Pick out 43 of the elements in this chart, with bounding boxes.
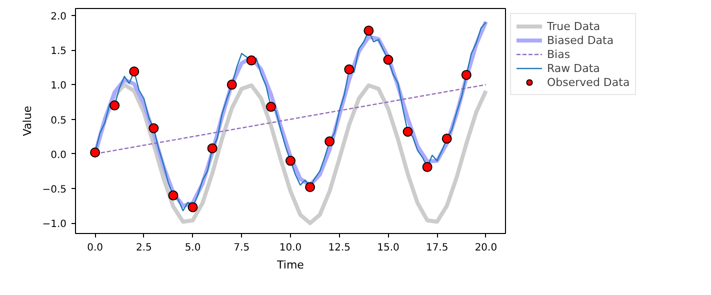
y-tick-label: −1.0 — [42, 219, 67, 230]
x-tick-label: 10.0 — [279, 242, 302, 254]
point — [305, 182, 316, 192]
x-tick-label: 17.5 — [426, 242, 448, 254]
x-tick-label: 2.5 — [136, 242, 152, 254]
legend-label: Biased Data — [547, 33, 614, 47]
legend-label: Observed Data — [547, 75, 630, 89]
y-tick-label: 1.0 — [50, 80, 67, 92]
x-tick-label: 12.5 — [328, 242, 350, 254]
point — [110, 100, 120, 110]
point — [461, 70, 472, 80]
x-tick-label: 15.0 — [377, 242, 400, 254]
point — [344, 64, 354, 74]
point — [207, 143, 218, 154]
x-axis-title: Time — [276, 258, 304, 272]
point — [129, 66, 140, 76]
y-axis-title: Value — [21, 106, 34, 136]
point — [168, 190, 178, 200]
point — [188, 202, 198, 212]
point — [402, 126, 413, 137]
point — [90, 148, 100, 158]
y-tick-label: 0.0 — [50, 150, 67, 161]
y-tick-label: −0.5 — [42, 184, 67, 196]
point — [442, 134, 452, 144]
point — [364, 26, 374, 36]
x-tick-label: 20.0 — [474, 242, 498, 254]
y-tick-label: 1.5 — [50, 46, 67, 58]
point — [383, 54, 394, 65]
point — [286, 156, 296, 166]
point — [148, 123, 159, 134]
y-tick-label: 2.0 — [50, 11, 67, 22]
point — [266, 102, 276, 112]
x-tick-label: 5.0 — [184, 242, 201, 254]
legend-label: Raw Data — [547, 61, 600, 75]
x-tick-label: 7.5 — [234, 242, 250, 254]
legend-label: True Data — [547, 19, 600, 33]
point — [324, 136, 335, 146]
point — [246, 55, 256, 66]
legend-label: Bias — [547, 47, 570, 61]
point — [422, 162, 432, 172]
x-tick-label: 0.0 — [87, 242, 103, 254]
y-tick-label: 0.5 — [50, 115, 67, 126]
point — [226, 80, 237, 90]
